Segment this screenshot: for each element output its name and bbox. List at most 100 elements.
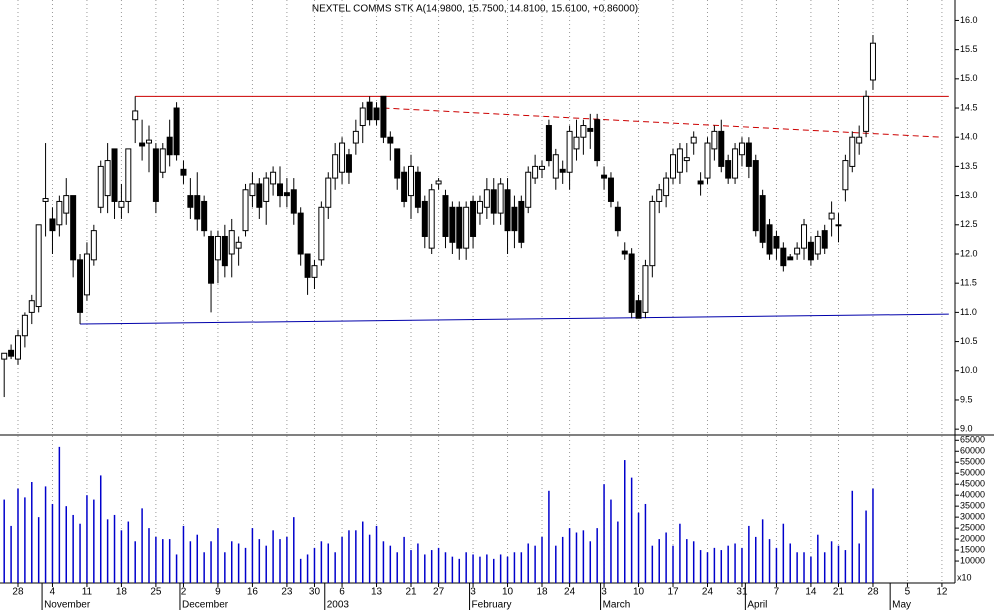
- candle-body: [159, 148, 166, 173]
- candle-body: [821, 230, 828, 249]
- candle-body: [683, 157, 690, 162]
- y2-tick-label: 65000: [960, 435, 985, 445]
- candle-body: [828, 212, 835, 220]
- x-tick-label: 7: [774, 587, 780, 598]
- x-tick-label: 4: [50, 587, 56, 598]
- x-tick-label: 3: [601, 587, 607, 598]
- candle-body: [277, 183, 283, 197]
- y2-tick-label: 40000: [960, 490, 985, 500]
- candle-body: [766, 224, 773, 255]
- month-label: November: [44, 600, 91, 610]
- x-tick-label: 24: [564, 587, 576, 598]
- candle-body: [373, 107, 380, 121]
- candle-body: [525, 171, 532, 208]
- candle-body: [835, 224, 842, 227]
- x-tick-label: 2: [181, 587, 187, 598]
- x-tick-label: 31: [736, 587, 748, 598]
- candle-body: [56, 200, 63, 226]
- candle-body: [518, 200, 525, 243]
- candle-body: [670, 154, 677, 179]
- trend-line: [80, 313, 949, 325]
- x-tick-label: 28: [12, 587, 24, 598]
- candle-body: [290, 189, 297, 214]
- candle-body: [718, 130, 725, 167]
- y2-tick-label: 20000: [960, 533, 985, 543]
- candle-body: [476, 200, 483, 214]
- x-tick-label: 24: [702, 587, 714, 598]
- candle-body: [676, 148, 683, 173]
- candle-body: [325, 177, 332, 208]
- x-tick-label: 18: [536, 587, 548, 598]
- candle-body: [366, 101, 373, 121]
- candle-body: [794, 247, 801, 255]
- candle-body: [104, 160, 111, 197]
- y-tick-label: 14.5: [960, 102, 978, 112]
- candle-body: [663, 177, 670, 197]
- y2-tick-label: 15000: [960, 544, 985, 554]
- candle-body: [263, 177, 270, 202]
- x-tick-label: 10: [502, 587, 514, 598]
- candle-body: [814, 235, 821, 255]
- x-tick-label: 12: [936, 587, 948, 598]
- candle-body: [1, 352, 8, 360]
- candle-body: [221, 235, 228, 267]
- x-tick-label: 6: [339, 587, 345, 598]
- candle-body: [83, 253, 90, 296]
- y-tick-label: 9.0: [960, 424, 973, 434]
- candle-body: [573, 136, 580, 150]
- month-label: December: [182, 600, 229, 610]
- candle-body: [545, 125, 552, 162]
- candle-body: [621, 250, 628, 255]
- candle-body: [132, 110, 139, 121]
- candle-body: [352, 130, 359, 144]
- candle-body: [849, 136, 856, 167]
- x-tick-label: 25: [150, 587, 162, 598]
- trend-line: [383, 107, 942, 138]
- x-tick-label: 17: [667, 587, 679, 598]
- candle-body: [152, 148, 159, 202]
- candle-body: [311, 265, 318, 278]
- y2-tick-label: 50000: [960, 468, 985, 478]
- month-label: March: [603, 600, 631, 610]
- candle-body: [111, 148, 118, 202]
- candle-body: [139, 142, 146, 147]
- candle-body: [345, 154, 352, 173]
- candle-body: [456, 206, 463, 249]
- candle-body: [297, 212, 304, 255]
- candle-body: [511, 206, 518, 232]
- candle-body: [394, 148, 401, 179]
- candle-body: [738, 142, 745, 156]
- candle-body: [773, 235, 780, 249]
- y-tick-label: 15.5: [960, 44, 978, 54]
- candle-body: [759, 195, 766, 243]
- x-tick-label: 9: [215, 587, 221, 598]
- candle-body: [732, 148, 739, 179]
- candle-body: [539, 165, 546, 170]
- candle-body: [270, 171, 277, 185]
- candle-body: [249, 183, 256, 197]
- y-tick-label: 11.5: [960, 278, 977, 288]
- candle-body: [628, 253, 635, 313]
- x-tick-label: 14: [805, 587, 817, 598]
- candle-body: [187, 195, 194, 208]
- y-tick-label: 13.0: [960, 190, 978, 200]
- candle-body: [208, 235, 215, 284]
- candle-body: [745, 142, 752, 167]
- candle-body: [656, 189, 663, 202]
- y2-tick-label: 60000: [960, 446, 985, 456]
- candle-body: [704, 142, 711, 179]
- candle-body: [194, 195, 201, 220]
- candle-body: [90, 230, 97, 261]
- candle-body: [414, 171, 421, 208]
- candle-body: [842, 160, 849, 191]
- candle-body: [173, 107, 180, 156]
- y-tick-label: 12.5: [960, 219, 978, 229]
- candle-body: [35, 224, 42, 308]
- x-tick-label: 3: [470, 587, 476, 598]
- candle-body: [201, 200, 208, 232]
- candle-body: [463, 206, 470, 249]
- y-tick-label: 14.0: [960, 132, 978, 142]
- candle-body: [70, 195, 77, 261]
- candle-body: [332, 154, 339, 179]
